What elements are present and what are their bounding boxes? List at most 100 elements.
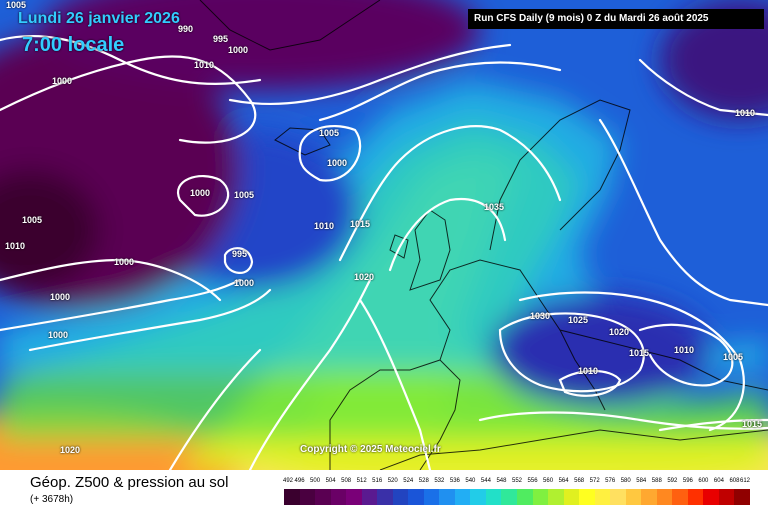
land-outlines: [199, 0, 768, 470]
legend-swatch: [485, 489, 502, 505]
legend-swatch: [284, 489, 301, 505]
isobar-label: 1000: [190, 188, 211, 198]
isobar-label: 1010: [735, 108, 756, 118]
legend-tick-label: 572: [589, 478, 600, 484]
isobar-label: 1005: [22, 215, 43, 225]
isobar-label: 1005: [723, 352, 744, 362]
isobar-label: 1000: [327, 158, 348, 168]
legend-tick-label: 540: [465, 478, 476, 484]
isobar-label: 1005: [6, 0, 27, 10]
legend-tick-label: 548: [496, 478, 507, 484]
isobars: [0, 34, 768, 470]
legend-tick-label: 532: [434, 478, 445, 484]
legend-tick-label: 524: [403, 478, 414, 484]
isobar-label: 1000: [114, 257, 135, 267]
map-parameter-title: Géop. Z500 & pression au sol: [30, 474, 229, 491]
legend-swatch: [454, 489, 471, 505]
isobar-label: 1000: [228, 45, 249, 55]
isobar-label: 1000: [234, 278, 255, 288]
legend-tick-label: 612: [739, 478, 751, 484]
legend-swatch: [299, 489, 316, 505]
isobar-label: 1020: [60, 445, 81, 455]
legend-tick-label: 556: [527, 478, 538, 484]
legend-tick-label: 580: [620, 478, 631, 484]
legend-tick-label: 564: [558, 478, 569, 484]
forecast-date: Lundi 26 janvier 2026: [18, 10, 180, 27]
geopotential-map: [0, 0, 768, 470]
legend-tick-label: 516: [372, 478, 383, 484]
legend-swatch: [687, 489, 704, 505]
legend-tick-label: 552: [511, 478, 523, 484]
legend-swatch: [579, 489, 596, 505]
isobar-label: 1010: [194, 60, 215, 70]
legend-swatch: [734, 489, 751, 505]
isobar-label: 1000: [52, 76, 73, 86]
legend-tick-label: 600: [698, 478, 709, 484]
isobar-label: 1000: [48, 330, 69, 340]
isobar-label: 1020: [354, 272, 375, 282]
isobar-label: 1020: [609, 327, 630, 337]
color-scale-legend: 492 496 500 504 508 512 516 520 524 528 532 536 540 5…: [282, 478, 751, 506]
legend-tick-label: 560: [543, 478, 554, 484]
legend-tick-label: 536: [449, 478, 460, 484]
legend-swatch: [361, 489, 378, 505]
isobar-label: 1015: [350, 219, 371, 229]
legend-swatch: [330, 489, 347, 505]
copyright-text: Copyright © 2025 Meteociel.fr: [300, 444, 441, 455]
legend-swatch: [641, 489, 658, 505]
legend-swatch: [610, 489, 627, 505]
isobar-label: 1030: [530, 311, 551, 321]
legend-swatch: [703, 489, 720, 505]
legend-tick-label: 500: [310, 478, 321, 484]
legend-swatch: [563, 489, 580, 505]
isobar-label: 990: [178, 24, 194, 34]
isobar-label: 1000: [50, 292, 71, 302]
legend-tick-label: 588: [651, 478, 662, 484]
legend-tick-label: 608: [729, 478, 740, 484]
legend-tick-label: 596: [682, 478, 693, 484]
legend-swatch: [315, 489, 332, 505]
legend-swatch: [408, 489, 425, 505]
legend-swatch: [532, 489, 549, 505]
legend-swatch: [594, 489, 611, 505]
legend-tick-label: 592: [667, 478, 678, 484]
isobar-label: 1015: [742, 419, 763, 429]
legend-tick-label: 504: [325, 478, 336, 484]
legend-swatch: [501, 489, 518, 505]
legend-swatch: [423, 489, 440, 505]
legend-swatch: [517, 489, 534, 505]
legend-swatch: [392, 489, 409, 505]
isobar-label: 1025: [568, 315, 589, 325]
model-run-info: Run CFS Daily (9 mois) 0 Z du Mardi 26 a…: [468, 9, 764, 29]
legend-tick-label: 576: [605, 478, 616, 484]
legend-tick-label: 492: [282, 478, 294, 484]
legend-swatch: [346, 489, 363, 505]
isobar-label: 995: [213, 34, 229, 44]
legend-tick-label: 584: [636, 478, 647, 484]
isobar-label: 1010: [578, 366, 599, 376]
forecast-lead-time: (+ 3678h): [30, 494, 74, 505]
legend-tick-label: 512: [356, 478, 367, 484]
isobar-label: 1005: [234, 190, 255, 200]
legend-swatch: [718, 489, 735, 505]
legend-swatch: [548, 489, 565, 505]
legend-tick-label: 568: [574, 478, 585, 484]
legend-tick-label: 508: [341, 478, 352, 484]
isobar-label: 1035: [484, 202, 505, 212]
forecast-time: 7:00 locale: [22, 34, 125, 56]
legend-swatch: [470, 489, 487, 505]
isobar-label: 1010: [674, 345, 695, 355]
legend-swatch: [625, 489, 642, 505]
legend-tick-label: 528: [418, 478, 429, 484]
legend-tick-label: 544: [480, 478, 491, 484]
isobar-label: 995: [232, 249, 248, 259]
legend-swatch: [656, 489, 673, 505]
legend-swatch: [672, 489, 689, 505]
legend-tick-label: 604: [713, 478, 724, 484]
legend-tick-label: 520: [387, 478, 398, 484]
legend-tick-label: 496: [294, 478, 305, 484]
legend-swatch: [439, 489, 456, 505]
isobar-label: 1010: [5, 241, 26, 251]
isobar-label: 1005: [319, 128, 340, 138]
